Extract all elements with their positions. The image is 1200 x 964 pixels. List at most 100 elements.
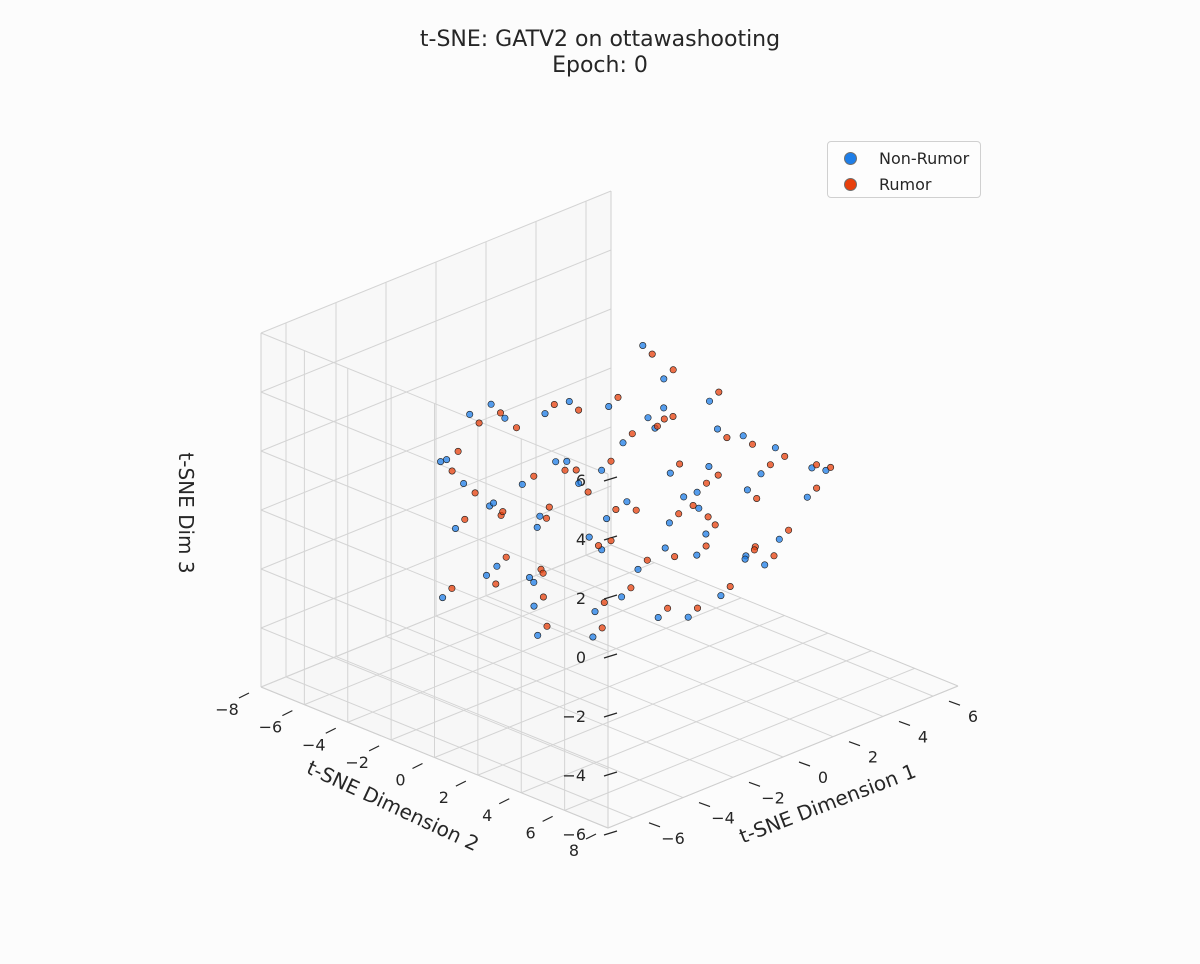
- data-point-non-rumor: [684, 613, 692, 621]
- x-tick-mark: [948, 700, 961, 706]
- grid-line-y-floor: [521, 650, 872, 794]
- data-point-rumor: [632, 506, 640, 514]
- grid-line-z-right: [260, 485, 612, 629]
- y-tick-mark: [542, 815, 553, 822]
- data-point-non-rumor: [623, 498, 631, 506]
- data-points: [437, 341, 835, 641]
- y-tick-mark: [585, 833, 597, 840]
- data-point-non-rumor: [739, 432, 747, 440]
- x-floor-edge: [610, 544, 959, 687]
- data-point-rumor: [530, 472, 538, 480]
- y-tick-label: −2: [345, 753, 369, 772]
- legend-label-non-rumor: Non-Rumor: [879, 148, 970, 168]
- x-tick-label: 2: [868, 748, 878, 767]
- data-point-non-rumor: [654, 613, 662, 621]
- data-point-rumor: [448, 584, 456, 592]
- y-tick-label: −8: [215, 700, 239, 719]
- data-point-rumor: [704, 513, 712, 521]
- data-point-non-rumor: [525, 573, 533, 581]
- data-point-rumor: [726, 582, 734, 590]
- data-point-rumor: [715, 388, 723, 396]
- y-tick-mark: [412, 762, 423, 770]
- data-point-rumor: [766, 461, 774, 469]
- data-point-non-rumor: [803, 493, 811, 501]
- data-point-non-rumor: [695, 504, 703, 512]
- data-point-rumor: [748, 440, 756, 448]
- z-tick-label: 2: [576, 589, 586, 608]
- grid-line-y-floor: [347, 579, 698, 723]
- x-tick-mark: [848, 741, 861, 747]
- x-tick-label: 6: [968, 707, 978, 726]
- chart-subtitle: Epoch: 0: [552, 53, 648, 78]
- z-tick-mark: [603, 771, 618, 777]
- x-tick-mark: [648, 822, 661, 828]
- data-point-rumor: [714, 471, 722, 479]
- data-point-rumor: [572, 466, 580, 474]
- data-point-non-rumor: [661, 544, 669, 552]
- data-point-rumor: [781, 452, 789, 460]
- data-point-non-rumor: [741, 555, 749, 563]
- data-point-non-rumor: [693, 551, 701, 559]
- data-point-non-rumor: [530, 602, 538, 610]
- data-point-rumor: [575, 406, 583, 414]
- grid-line-z-left: [260, 568, 609, 711]
- data-point-rumor: [492, 580, 500, 588]
- axis-lines: [238, 191, 961, 840]
- x-tick-mark: [798, 761, 811, 767]
- data-point-rumor: [512, 424, 520, 432]
- data-point-non-rumor: [451, 524, 459, 532]
- data-point-rumor: [813, 484, 821, 492]
- data-point-rumor: [723, 434, 731, 442]
- data-point-non-rumor: [666, 469, 674, 477]
- data-point-non-rumor: [585, 533, 593, 541]
- data-point-rumor: [542, 514, 550, 522]
- data-point-rumor: [543, 622, 551, 630]
- chart-title: t-SNE: GATV2 on ottawashooting: [419, 27, 781, 52]
- data-point-non-rumor: [563, 457, 571, 465]
- y-tick-label: −4: [302, 735, 326, 754]
- z-axis-label: t-SNE Dim 3: [174, 452, 198, 573]
- y-tick-mark: [238, 692, 250, 699]
- data-point-non-rumor: [534, 631, 542, 639]
- y-tick-label: 4: [482, 806, 492, 825]
- data-point-non-rumor: [757, 470, 765, 478]
- data-point-non-rumor: [771, 444, 779, 452]
- data-point-non-rumor: [639, 341, 647, 349]
- grid-line-z-left: [260, 332, 609, 475]
- data-point-rumor: [702, 542, 710, 550]
- data-point-non-rumor: [443, 456, 451, 464]
- data-point-non-rumor: [501, 414, 509, 422]
- data-point-non-rumor: [536, 512, 544, 520]
- grid-line-y-floor: [434, 615, 785, 758]
- data-point-non-rumor: [634, 565, 642, 573]
- x-tick-mark: [748, 781, 761, 787]
- data-point-non-rumor: [705, 397, 713, 405]
- data-point-rumor: [671, 553, 679, 561]
- y-tick-mark: [325, 727, 337, 734]
- data-point-non-rumor: [713, 425, 721, 433]
- grid-line-y-floor: [477, 632, 829, 776]
- x-axis-line: [607, 685, 959, 829]
- data-point-non-rumor: [518, 480, 526, 488]
- data-point-non-rumor: [660, 404, 668, 412]
- data-point-rumor: [614, 393, 622, 401]
- x-tick-label: −2: [761, 788, 785, 807]
- data-point-non-rumor: [575, 479, 583, 487]
- x-tick-mark: [898, 720, 911, 726]
- data-point-rumor: [502, 553, 510, 561]
- data-point-rumor: [827, 463, 835, 471]
- z-tick-label: 0: [576, 648, 586, 667]
- data-point-non-rumor: [717, 592, 725, 600]
- data-point-non-rumor: [489, 499, 497, 507]
- data-point-rumor: [770, 552, 778, 560]
- legend: Non-Rumor Rumor: [827, 141, 981, 198]
- data-point-non-rumor: [598, 466, 606, 474]
- data-point-rumor: [612, 505, 620, 513]
- x-tick-mark: [698, 802, 711, 808]
- grid-line-z-right: [260, 249, 612, 393]
- data-point-rumor: [643, 556, 651, 564]
- data-point-non-rumor: [660, 375, 668, 383]
- data-point-non-rumor: [644, 414, 652, 422]
- data-point-rumor: [693, 604, 701, 612]
